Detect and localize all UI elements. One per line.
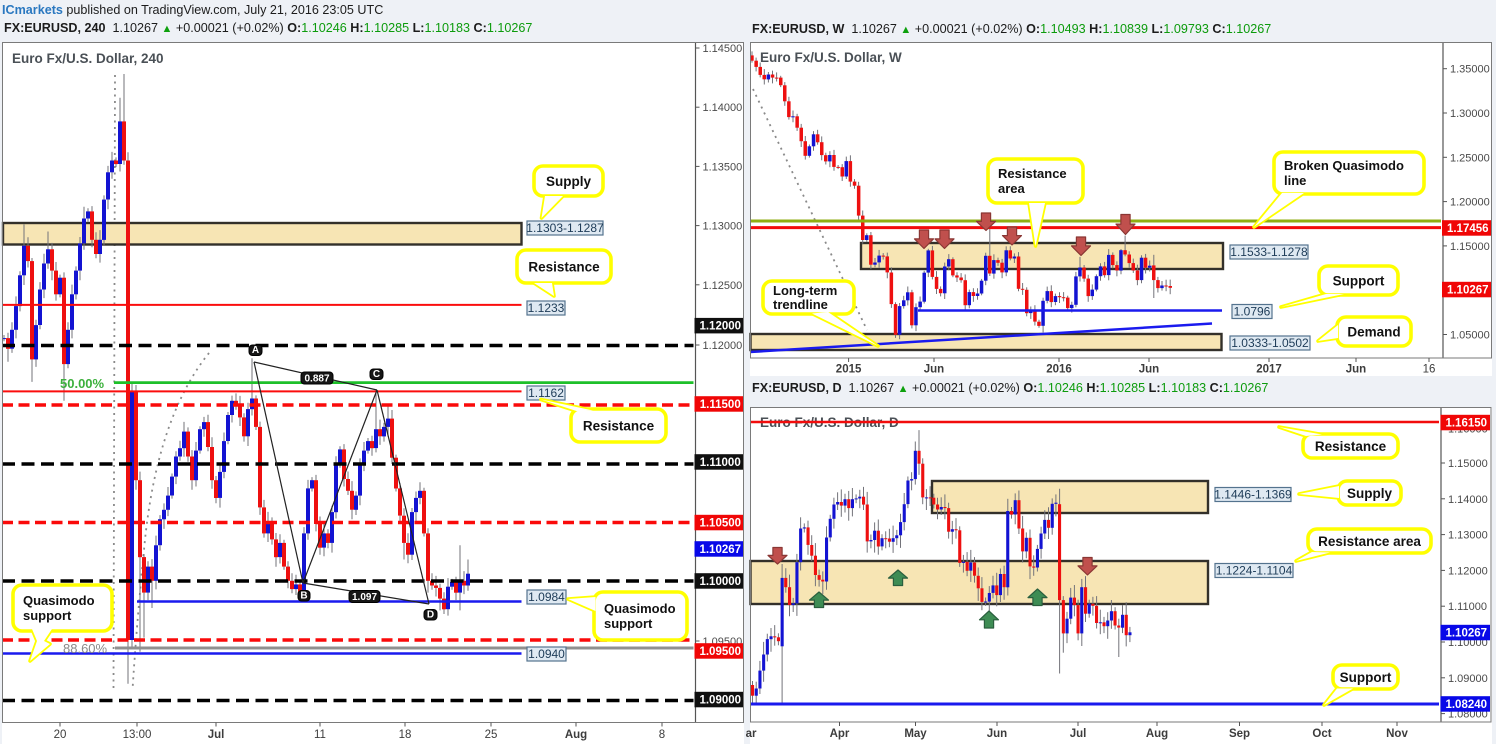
svg-text:1.1233: 1.1233	[528, 301, 565, 315]
svg-text:Oct: Oct	[1312, 728, 1331, 740]
svg-text:1.05000: 1.05000	[1450, 330, 1490, 342]
svg-text:0.887: 0.887	[304, 374, 329, 385]
svg-text:18: 18	[399, 729, 412, 741]
svg-text:Sep: Sep	[1229, 728, 1250, 740]
svg-text:1.12500: 1.12500	[703, 280, 743, 292]
svg-text:1.15000: 1.15000	[1450, 241, 1490, 253]
svg-text:Quasimodo: Quasimodo	[604, 601, 676, 616]
svg-text:line: line	[1284, 173, 1306, 188]
svg-text:1.1533-1.1278: 1.1533-1.1278	[1230, 245, 1308, 259]
svg-text:1.10500: 1.10500	[699, 518, 741, 530]
svg-text:13:00: 13:00	[123, 729, 152, 741]
svg-text:1.10267: 1.10267	[699, 544, 741, 556]
svg-text:11: 11	[314, 729, 326, 741]
svg-text:Support: Support	[1333, 273, 1385, 288]
svg-text:1.1162: 1.1162	[528, 386, 564, 400]
svg-text:Jul: Jul	[1070, 728, 1087, 740]
svg-text:Euro Fx/U.S. Dollar, 240: Euro Fx/U.S. Dollar, 240	[12, 51, 164, 66]
svg-text:1.17456: 1.17456	[1447, 223, 1489, 235]
svg-text:May: May	[904, 728, 927, 740]
svg-text:1.09000: 1.09000	[1448, 673, 1488, 685]
svg-text:1.1446-1.1369: 1.1446-1.1369	[1214, 488, 1292, 502]
svg-text:1.1224-1.1104: 1.1224-1.1104	[1216, 564, 1293, 578]
svg-text:B: B	[300, 591, 307, 602]
svg-text:area: area	[998, 181, 1026, 196]
svg-text:1.097: 1.097	[352, 592, 377, 603]
svg-text:1.35000: 1.35000	[1450, 64, 1490, 76]
svg-text:Resistance: Resistance	[998, 166, 1067, 181]
svg-text:1.13000: 1.13000	[1448, 530, 1488, 542]
svg-text:1.11000: 1.11000	[1448, 601, 1487, 613]
svg-text:1.0940: 1.0940	[528, 647, 565, 661]
svg-text:1.11000: 1.11000	[700, 457, 741, 469]
svg-text:20: 20	[54, 729, 67, 741]
svg-text:1.13000: 1.13000	[703, 221, 743, 233]
svg-text:Supply: Supply	[1347, 486, 1392, 501]
svg-text:1.12000: 1.12000	[1448, 565, 1488, 577]
svg-text:1.16150: 1.16150	[1445, 418, 1487, 430]
svg-text:1.14500: 1.14500	[703, 43, 743, 55]
svg-text:Nov: Nov	[1386, 728, 1408, 740]
svg-text:1.11500: 1.11500	[700, 399, 741, 411]
svg-text:1.12000: 1.12000	[699, 321, 741, 333]
svg-text:A: A	[252, 345, 259, 356]
svg-text:trendline: trendline	[773, 297, 828, 312]
svg-text:Broken Quasimodo: Broken Quasimodo	[1284, 158, 1404, 173]
svg-text:Jun: Jun	[1139, 364, 1159, 376]
svg-text:1.14000: 1.14000	[1448, 494, 1488, 506]
svg-text:16: 16	[1423, 364, 1436, 376]
svg-text:1.10267: 1.10267	[1447, 285, 1489, 297]
svg-text:Support: Support	[1340, 670, 1392, 685]
svg-text:Aug: Aug	[565, 729, 587, 741]
svg-text:Resistance: Resistance	[583, 418, 655, 433]
svg-text:2016: 2016	[1046, 364, 1072, 376]
svg-text:1.0796: 1.0796	[1234, 305, 1271, 319]
svg-text:1.0333-1.0502: 1.0333-1.0502	[1231, 336, 1309, 350]
svg-text:D: D	[427, 610, 434, 621]
svg-text:50.00%: 50.00%	[60, 376, 105, 391]
svg-text:8: 8	[659, 729, 665, 741]
svg-text:1.30000: 1.30000	[1450, 108, 1490, 120]
svg-text:support: support	[23, 608, 72, 623]
svg-text:1.15000: 1.15000	[1448, 458, 1488, 470]
svg-text:Jun: Jun	[987, 728, 1007, 740]
svg-text:support: support	[604, 616, 653, 631]
svg-text:88.60%: 88.60%	[63, 641, 108, 656]
svg-text:Quasimodo: Quasimodo	[23, 593, 95, 608]
svg-text:Jun: Jun	[924, 364, 944, 376]
svg-text:1.13500: 1.13500	[703, 161, 743, 173]
svg-text:1.14000: 1.14000	[703, 102, 743, 114]
svg-text:1.20000: 1.20000	[1450, 197, 1490, 209]
svg-text:Resistance: Resistance	[528, 259, 600, 274]
svg-text:Resistance: Resistance	[1315, 439, 1387, 454]
svg-text:Jul: Jul	[208, 729, 225, 741]
svg-text:1.1303-1.1287: 1.1303-1.1287	[526, 221, 604, 235]
svg-text:Jun: Jun	[1346, 364, 1366, 376]
svg-text:Long-term: Long-term	[773, 283, 837, 298]
svg-text:2017: 2017	[1256, 364, 1282, 376]
svg-text:2015: 2015	[836, 364, 862, 376]
svg-text:C: C	[373, 369, 380, 380]
svg-text:1.10000: 1.10000	[699, 576, 741, 588]
svg-text:25: 25	[485, 729, 498, 741]
svg-text:1.09000: 1.09000	[699, 695, 741, 707]
svg-text:ar: ar	[746, 728, 757, 740]
svg-text:Resistance area: Resistance area	[1318, 534, 1421, 549]
svg-text:Supply: Supply	[546, 174, 591, 189]
svg-text:1.0984: 1.0984	[528, 590, 565, 604]
svg-text:Euro Fx/U.S. Dollar, W: Euro Fx/U.S. Dollar, W	[760, 50, 902, 65]
svg-text:Demand: Demand	[1347, 324, 1400, 339]
svg-text:1.08240: 1.08240	[1445, 699, 1487, 711]
svg-text:1.09500: 1.09500	[699, 646, 741, 658]
svg-text:Aug: Aug	[1146, 728, 1168, 740]
svg-text:1.25000: 1.25000	[1450, 152, 1490, 164]
svg-text:Apr: Apr	[830, 728, 850, 740]
svg-text:1.10267: 1.10267	[1445, 628, 1487, 640]
svg-text:1.12000: 1.12000	[703, 340, 743, 352]
